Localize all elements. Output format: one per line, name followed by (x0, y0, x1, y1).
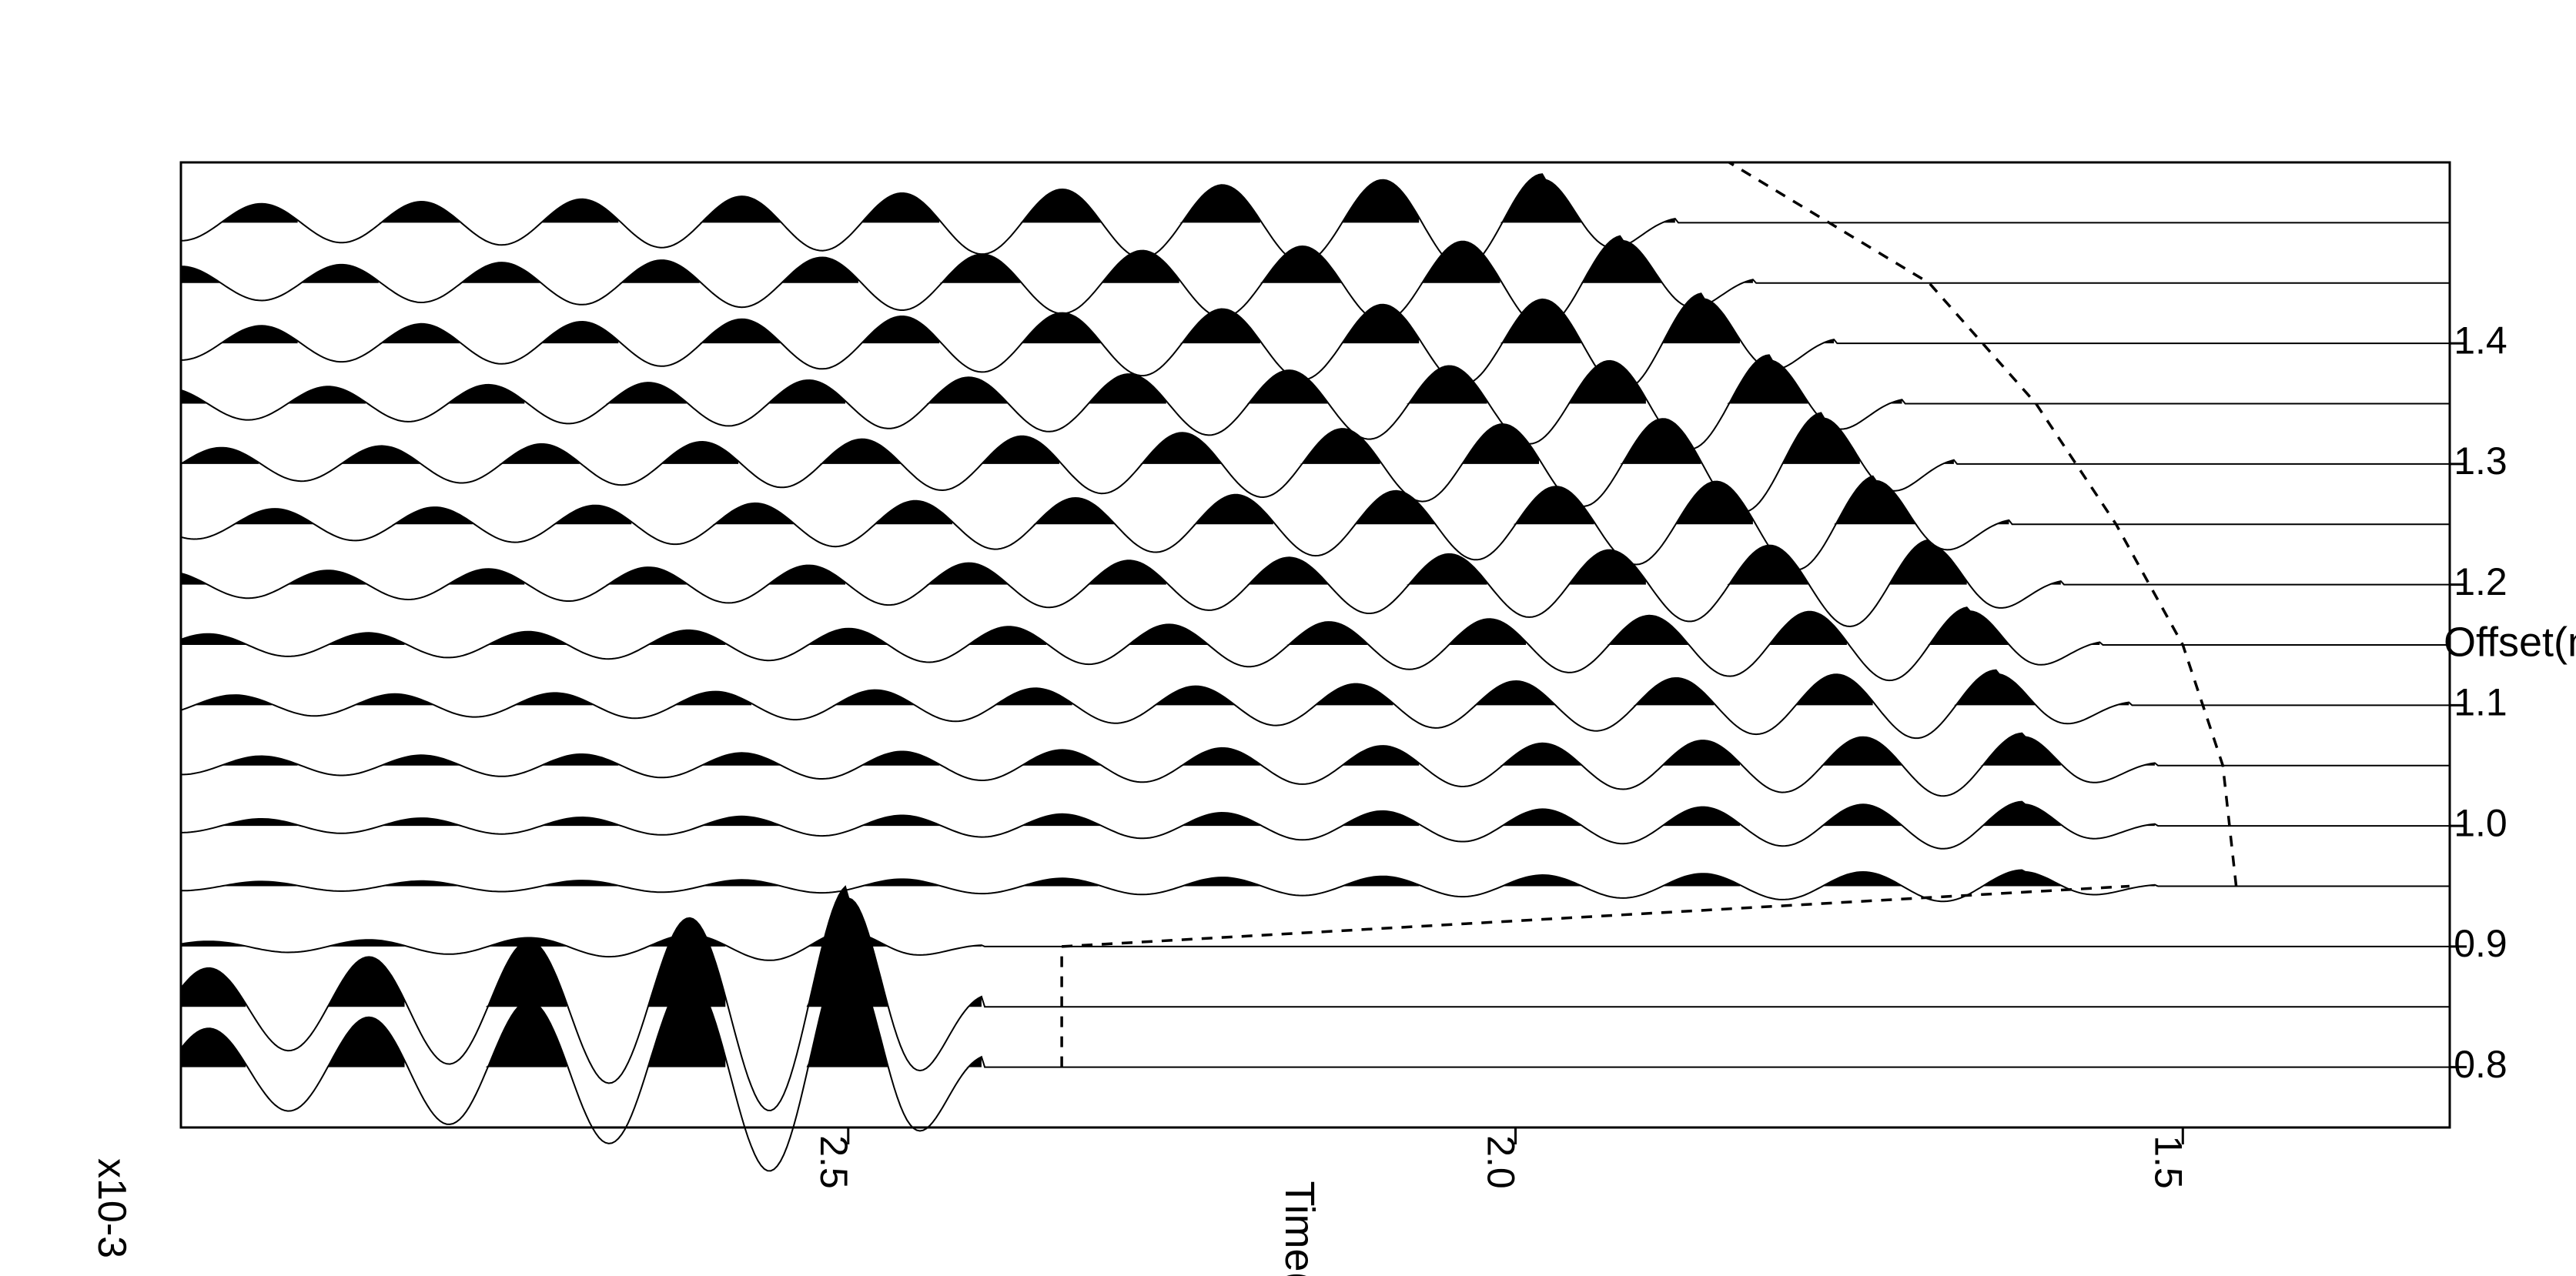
wiggle-traces (180, 173, 2450, 1172)
x-axis-title: Offset(m) (2444, 619, 2576, 665)
wiggle-trace (180, 800, 2450, 850)
trace-fill (219, 733, 2155, 766)
wiggle-trace (180, 885, 2450, 1112)
trace-fill (181, 607, 2100, 645)
y-tick-label: 2.5 (812, 1135, 855, 1189)
x-tick-label: 1.4 (2454, 319, 2507, 362)
wiggle-trace (180, 475, 2450, 571)
x-axis-ticks: 0.8 0.9 1.0 1.1 1.2 1.3 1.4 (2450, 319, 2507, 1086)
dashed-curve (1728, 161, 2238, 887)
x-tick-label: 1.0 (2454, 801, 2507, 844)
x-tick-label: 0.8 (2454, 1043, 2507, 1086)
dashed-curve (1062, 884, 2130, 948)
x-tick-label: 1.2 (2454, 560, 2507, 603)
y-tick-label: 1.5 (2146, 1135, 2190, 1189)
trace-fill (219, 293, 1835, 344)
trace-fill (181, 413, 1954, 464)
trace-fill (181, 947, 982, 1067)
x-tick-label: 1.1 (2454, 681, 2507, 724)
trace-fill (181, 930, 982, 947)
wiggle-trace (180, 292, 2450, 392)
wiggle-trace (180, 539, 2450, 628)
wiggle-trace (181, 869, 2450, 903)
wiggle-trace (180, 945, 2450, 1172)
trace-fill (181, 355, 1902, 404)
wiggle-trace (180, 606, 2450, 682)
trace-fill (219, 174, 1675, 223)
wiggle-trace (180, 173, 2450, 269)
x-tick-label: 0.9 (2454, 922, 2507, 965)
y-axis-ticks: 1.5 2.0 2.5 (812, 1127, 2190, 1189)
wiggle-trace (181, 732, 2450, 797)
wiggle-trace (180, 235, 2450, 329)
wiggle-trace (180, 930, 2450, 961)
y-tick-label: 2.0 (1480, 1135, 1523, 1189)
dashed-curves (1060, 161, 2238, 1067)
wiggle-trace (180, 669, 2450, 740)
y-axis-title: Time(s) (1276, 1181, 1323, 1276)
wiggle-trace (180, 354, 2450, 450)
x-tick-label: 1.3 (2454, 439, 2507, 483)
plot-area: 0.8 0.9 1.0 1.1 1.2 1.3 1.4 1.5 2.0 2.5 Offset(m… (89, 161, 2576, 1276)
trace-fill (181, 887, 982, 1007)
trace-fill (233, 476, 2009, 525)
wiggle-trace (180, 412, 2450, 513)
y-axis-exponent-label: x10-3 (89, 1158, 134, 1258)
